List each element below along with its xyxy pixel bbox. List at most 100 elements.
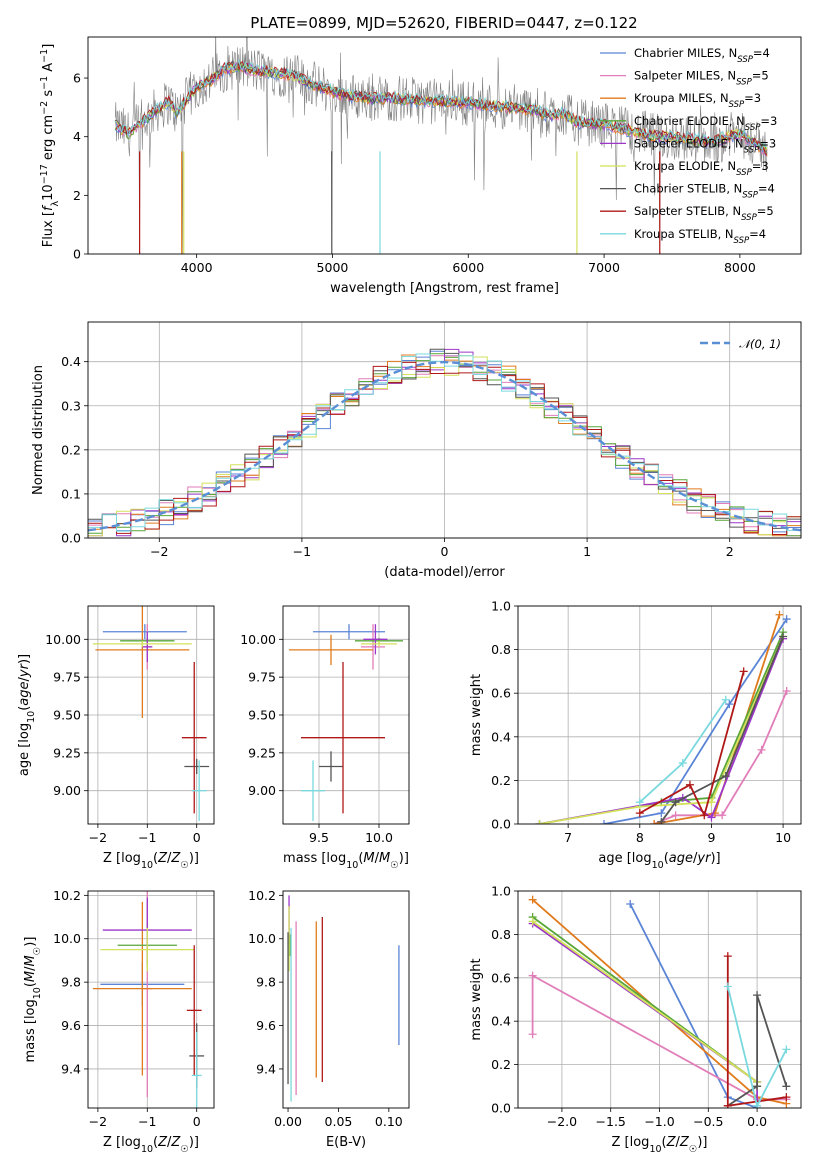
panel-residuals: −2 −1 0 1 2 0.0 0.1 0.2 0.3 0.4 (data-model)/error…	[31, 321, 802, 580]
plot-area	[92, 606, 210, 821]
data-point	[753, 1101, 762, 1108]
errorbar-salpeter-stelib	[181, 662, 207, 814]
x-tick-label: 6000	[452, 260, 484, 275]
y-axis-label: mass weight	[469, 674, 484, 756]
legend-text: Chabrier MILES, N	[634, 46, 737, 60]
x-tick-label: 9	[707, 830, 715, 845]
data-point	[779, 632, 788, 641]
legend-count: =4	[753, 46, 770, 60]
x-axis-label: wavelength [Angstrom, rest frame]	[330, 281, 559, 296]
errorbar-kroupa-elodie	[100, 927, 195, 972]
data-point	[671, 811, 680, 820]
axes-frame	[282, 890, 410, 1109]
y-tick-label: 9.50	[248, 708, 276, 723]
panel-age-vs-mass: 9.5 10.0 9.00 9.25 9.50 9.75 10.00 mass [log10(…	[240, 605, 410, 871]
data-point	[721, 772, 730, 781]
errorbar-chabrier-stelib	[319, 751, 343, 782]
axes-frame	[87, 890, 215, 1109]
series-line	[603, 618, 788, 824]
data-point	[723, 982, 732, 991]
legend-text: Kroupa STELIB, N	[634, 227, 734, 241]
x-axis-label: Z [log10(Z/Z☉)]	[103, 851, 199, 871]
data-point	[723, 1101, 732, 1108]
legend-count: =4	[758, 182, 775, 196]
model-spectrum-chabrier-stelib	[115, 60, 768, 152]
y-tick-label: 9.25	[53, 745, 81, 760]
data-point	[528, 971, 537, 980]
data-point	[739, 667, 748, 676]
errorbar-kroupa-stelib	[301, 760, 325, 821]
x-tick-label: 7	[564, 830, 572, 845]
y-axis-label: age [log10(age/yr)]	[17, 654, 37, 776]
data-point	[635, 798, 644, 807]
legend-count: =3	[760, 114, 777, 128]
legend-text: Chabrier ELODIE, N	[634, 114, 745, 128]
series-kroupa-stelib	[635, 695, 730, 807]
x-tick-label: 4000	[181, 260, 213, 275]
data-point	[685, 780, 694, 789]
y-tick-label: 0.2	[61, 442, 81, 457]
data-point	[657, 809, 666, 818]
errorbar-kroupa-elodie	[361, 640, 397, 647]
y-tick-label: 0.0	[491, 817, 511, 832]
x-tick-label: −1	[138, 830, 156, 845]
x-tick-label: −2	[89, 1114, 107, 1129]
x-axis-label: E(B-V)	[326, 1135, 366, 1150]
data-point	[657, 817, 666, 824]
data-point	[775, 610, 784, 619]
panel-spectrum: 4000 5000 6000 7000 8000 0 2 4 6 wavelength [Angs…	[39, 36, 802, 296]
legend-entry: Salpeter MILES, NSSP=5	[634, 69, 769, 88]
series-line	[660, 636, 784, 823]
errorbar-kroupa-stelib	[191, 760, 207, 821]
legend-text: Kroupa ELODIE, N	[634, 159, 736, 173]
x-tick-label: 0.00	[274, 1114, 302, 1129]
plot-area	[535, 610, 791, 824]
data-point	[528, 917, 537, 926]
x-tick-label: −1	[138, 1114, 156, 1129]
data-point	[782, 687, 791, 696]
y-axis-label: mass [log10(M/M☉)]	[23, 937, 43, 1063]
y-axis-label: Flux [fλ10−17 erg cm−2 s−1 A−1]	[39, 44, 61, 248]
errorbar-kroupa-stelib	[191, 1032, 202, 1108]
errorbar-chabrier-miles	[102, 624, 187, 640]
histogram-kroupa-elodie	[88, 355, 801, 537]
y-tick-label: 9.00	[53, 783, 81, 798]
data-point	[782, 1093, 791, 1102]
y-tick-label: 0.1	[61, 486, 81, 501]
x-tick-label: 2	[726, 544, 734, 559]
legend-count: =5	[752, 69, 769, 83]
series-line	[727, 994, 788, 1107]
y-tick-label: 9.50	[53, 708, 81, 723]
y-tick-label: 0.2	[491, 773, 511, 788]
axes-frame	[517, 605, 802, 825]
x-tick-label: −1.5	[596, 1114, 626, 1129]
legend-entry: Kroupa STELIB, NSSP=4	[634, 227, 766, 246]
data-point	[707, 813, 716, 822]
histogram-kroupa-stelib	[88, 353, 801, 532]
y-tick-label: 10.0	[248, 931, 276, 946]
data-point	[725, 700, 734, 709]
x-tick-label: 0.0	[747, 1114, 767, 1129]
plot-background	[88, 891, 214, 1108]
x-tick-label: −1	[293, 544, 311, 559]
axes-frame	[282, 605, 410, 825]
data-point	[599, 820, 608, 824]
normal-distribution-curve	[88, 360, 801, 532]
y-tick-label: 0.3	[61, 398, 81, 413]
y-tick-label: 0.6	[491, 686, 511, 701]
x-tick-label: 10.0	[365, 830, 393, 845]
y-tick-label: 6	[73, 71, 81, 86]
x-axis-label: (data-model)/error	[384, 565, 505, 580]
legend-subscript: SSP	[741, 213, 757, 223]
data-point	[782, 615, 791, 624]
data-point	[718, 811, 727, 820]
model-spectrum-kroupa-stelib	[114, 59, 768, 151]
data-point	[782, 1045, 791, 1054]
data-point	[528, 895, 537, 904]
series-chabrier-miles	[599, 615, 791, 824]
histogram-salpeter-elodie	[88, 348, 801, 537]
y-tick-label: 0.2	[491, 1057, 511, 1072]
y-tick-label: 9.8	[256, 975, 276, 990]
x-axis-label: mass [log10(M/M☉)]	[283, 851, 409, 871]
x-tick-label: 10	[775, 830, 791, 845]
